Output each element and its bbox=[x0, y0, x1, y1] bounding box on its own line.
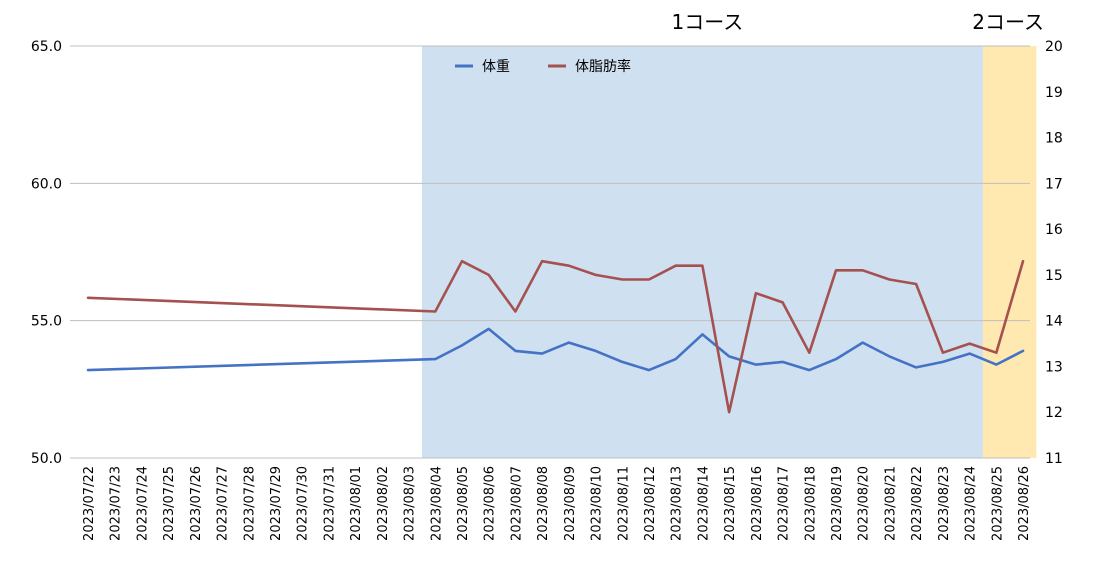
course-region-2 bbox=[982, 46, 1037, 458]
x-tick: 2023/07/25 bbox=[162, 466, 177, 541]
y-right-tick: 17 bbox=[1045, 176, 1063, 192]
y-left-tick: 65.0 bbox=[31, 39, 62, 55]
x-tick: 2023/08/12 bbox=[643, 466, 658, 541]
course-region-1 bbox=[421, 46, 983, 458]
y-right-tick: 19 bbox=[1045, 85, 1063, 101]
series-lines bbox=[86, 259, 1025, 414]
x-tick: 2023/08/04 bbox=[429, 466, 444, 541]
y-right-tick: 15 bbox=[1045, 268, 1063, 284]
y-right-tick: 14 bbox=[1045, 314, 1063, 330]
x-tick: 2023/07/28 bbox=[242, 466, 257, 541]
y-right-tick: 16 bbox=[1045, 222, 1063, 238]
x-tick: 2023/08/23 bbox=[937, 466, 952, 541]
x-tick: 2023/08/13 bbox=[670, 466, 685, 541]
y-axis-left: 50.0 55.0 60.0 65.0 bbox=[31, 39, 62, 467]
x-tick: 2023/08/02 bbox=[376, 466, 391, 541]
course-regions bbox=[421, 46, 1037, 458]
y-right-tick: 12 bbox=[1045, 405, 1063, 421]
x-tick: 2023/08/21 bbox=[883, 466, 898, 541]
x-tick: 2023/08/15 bbox=[723, 466, 738, 541]
x-tick: 2023/08/11 bbox=[616, 466, 631, 541]
series-line-2 bbox=[86, 259, 1025, 414]
y-right-tick: 11 bbox=[1045, 451, 1063, 467]
x-tick: 2023/07/26 bbox=[189, 466, 204, 541]
x-tick: 2023/08/20 bbox=[857, 466, 872, 541]
x-tick: 2023/08/22 bbox=[910, 466, 925, 541]
y-left-tick: 60.0 bbox=[31, 176, 62, 192]
x-tick: 2023/08/06 bbox=[483, 466, 498, 541]
x-tick: 2023/08/25 bbox=[990, 466, 1005, 541]
y-right-tick: 13 bbox=[1045, 359, 1063, 375]
y-left-tick: 50.0 bbox=[31, 451, 62, 467]
legend-label-1: 体重 bbox=[482, 59, 510, 75]
x-tick: 2023/08/17 bbox=[777, 466, 792, 541]
gridlines bbox=[70, 45, 1030, 459]
legend: 体重 体脂肪率 bbox=[455, 58, 631, 75]
course-label-2: 2コース bbox=[972, 10, 1044, 34]
x-tick: 2023/08/14 bbox=[696, 466, 711, 541]
x-tick: 2023/08/03 bbox=[403, 466, 418, 541]
x-tick: 2023/07/31 bbox=[322, 466, 337, 541]
y-right-tick: 20 bbox=[1045, 39, 1063, 55]
legend-label-2: 体脂肪率 bbox=[575, 58, 631, 75]
x-tick: 2023/08/10 bbox=[590, 466, 605, 541]
x-tick: 2023/07/30 bbox=[296, 466, 311, 541]
x-tick: 2023/08/19 bbox=[830, 466, 845, 541]
y-axis-right: 11 12 13 14 15 16 17 18 19 20 bbox=[1045, 39, 1063, 467]
x-axis: 2023/07/22 2023/07/23 2023/07/24 2023/07/25… bbox=[82, 466, 1032, 541]
y-right-tick: 18 bbox=[1045, 131, 1063, 147]
x-tick: 2023/08/09 bbox=[563, 466, 578, 541]
x-tick: 2023/08/08 bbox=[536, 466, 551, 541]
x-tick: 2023/07/29 bbox=[269, 466, 284, 541]
y-left-tick: 55.0 bbox=[31, 314, 62, 330]
x-tick: 2023/08/16 bbox=[750, 466, 765, 541]
course-label-1: 1コース bbox=[672, 10, 744, 34]
x-tick: 2023/08/26 bbox=[1017, 466, 1032, 541]
x-tick: 2023/08/07 bbox=[509, 466, 524, 541]
x-tick: 2023/07/27 bbox=[216, 466, 231, 541]
x-tick: 2023/07/24 bbox=[135, 466, 150, 541]
x-tick: 2023/08/18 bbox=[803, 466, 818, 541]
course-labels: 1コース 2コース bbox=[672, 10, 1044, 34]
x-tick: 2023/07/23 bbox=[109, 466, 124, 541]
x-tick: 2023/08/01 bbox=[349, 466, 364, 541]
x-tick: 2023/08/05 bbox=[456, 466, 471, 541]
x-tick: 2023/08/24 bbox=[964, 466, 979, 541]
x-tick: 2023/07/22 bbox=[82, 466, 97, 541]
